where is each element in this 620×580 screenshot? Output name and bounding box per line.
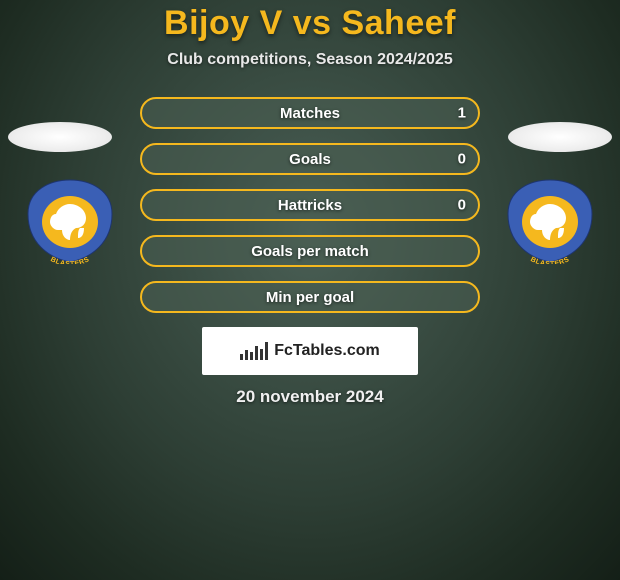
stat-label: Matches (280, 105, 340, 122)
player-photo-left (8, 122, 112, 152)
stat-row: Goals 0 (140, 143, 480, 175)
stat-label: Min per goal (266, 289, 354, 306)
stats-container: Matches 1 Goals 0 Hattricks 0 Goals per … (140, 97, 480, 313)
stat-label: Hattricks (278, 197, 342, 214)
stat-row: Matches 1 (140, 97, 480, 129)
stat-value-right: 0 (458, 151, 466, 168)
chart-icon (240, 342, 268, 360)
brand-box[interactable]: FcTables.com (202, 327, 418, 375)
stat-row: Min per goal (140, 281, 480, 313)
stat-value-right: 0 (458, 197, 466, 214)
comparison-subtitle: Club competitions, Season 2024/2025 (0, 51, 620, 69)
player-photo-right (508, 122, 612, 152)
stat-label: Goals (289, 151, 331, 168)
stat-row: Hattricks 0 (140, 189, 480, 221)
comparison-title: Bijoy V vs Saheef (0, 4, 620, 43)
stat-label: Goals per match (251, 243, 369, 260)
brand-text: FcTables.com (274, 342, 380, 360)
stat-row: Goals per match (140, 235, 480, 267)
club-badge-left: KERALA BLASTERS (20, 178, 120, 264)
comparison-date: 20 november 2024 (0, 387, 620, 407)
stat-value-right: 1 (458, 105, 466, 122)
club-badge-right: KERALA BLASTERS (500, 178, 600, 264)
